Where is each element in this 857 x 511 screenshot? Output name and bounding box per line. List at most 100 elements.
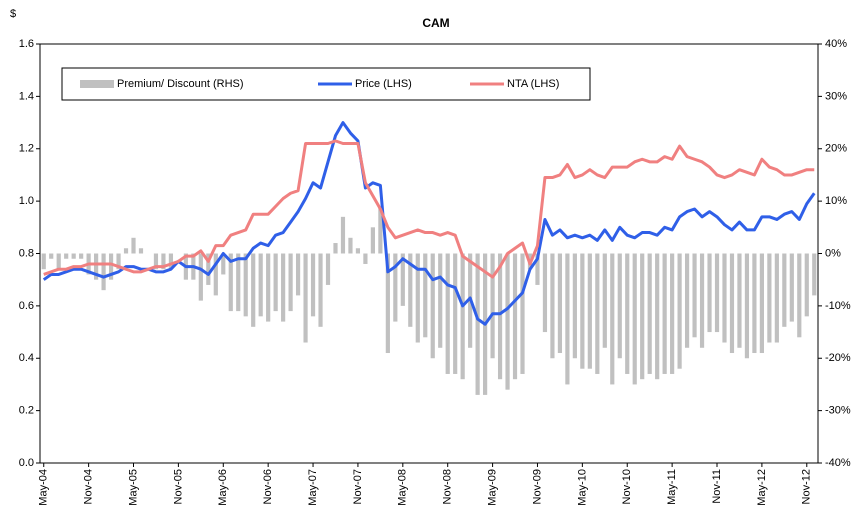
bar	[729, 253, 735, 354]
bar	[101, 253, 106, 291]
bar	[108, 253, 114, 280]
bar	[744, 253, 750, 359]
x-tick-label: Nov-08	[442, 469, 454, 504]
y-tick-label: 0.0	[19, 457, 34, 469]
legend-label: NTA (LHS)	[507, 78, 559, 90]
bar	[318, 253, 323, 327]
y2-tick-label: 30%	[825, 90, 847, 102]
bar	[123, 248, 129, 254]
bar	[56, 253, 61, 270]
bar	[94, 253, 99, 280]
bar	[752, 253, 757, 354]
y-tick-label: 0.2	[19, 405, 34, 417]
bar	[64, 253, 69, 259]
bar	[587, 253, 592, 369]
bar	[430, 253, 435, 359]
bar	[722, 253, 727, 343]
x-tick-label: Nov-07	[352, 469, 364, 504]
bar	[266, 253, 271, 322]
bar	[453, 253, 458, 374]
x-tick-label: Nov-12	[801, 469, 813, 504]
bar	[640, 253, 645, 380]
bar	[707, 253, 712, 333]
bar	[595, 253, 600, 374]
bar	[138, 248, 144, 254]
bar	[310, 253, 316, 317]
bar	[288, 253, 293, 312]
bar	[49, 253, 54, 259]
bar	[512, 253, 518, 380]
bar	[557, 253, 563, 354]
bar	[131, 237, 136, 254]
bar	[684, 253, 690, 348]
bar	[542, 253, 548, 333]
x-tick-label: Nov-04	[83, 469, 95, 504]
bar	[602, 253, 607, 348]
y2-tick-label: 0%	[825, 247, 841, 259]
bar	[550, 253, 555, 359]
bar	[677, 253, 682, 369]
bar	[198, 253, 203, 301]
bar	[243, 253, 248, 317]
bar	[520, 253, 525, 374]
bar	[71, 253, 76, 259]
bar	[774, 253, 779, 343]
bar	[370, 227, 375, 254]
legend-swatch	[80, 80, 114, 88]
y-tick-label: 1.0	[19, 195, 34, 207]
x-tick-label: May-08	[397, 469, 409, 506]
bar	[797, 253, 802, 338]
x-tick-label: May-06	[217, 469, 229, 506]
y-tick-label: 1.4	[19, 90, 34, 102]
y2-tick-label: 20%	[825, 143, 847, 155]
y2-tick-label: -10%	[825, 300, 851, 312]
bar	[767, 253, 772, 343]
bar	[565, 253, 570, 385]
bar	[714, 253, 720, 333]
legend-label: Price (LHS)	[355, 78, 412, 90]
bar	[281, 253, 286, 322]
bar	[460, 253, 465, 380]
x-tick-label: May-11	[666, 469, 678, 505]
y-axis-label: $	[10, 8, 16, 20]
bar	[378, 206, 383, 254]
bar	[385, 253, 390, 354]
x-tick-label: May-05	[127, 469, 139, 506]
bar	[625, 253, 630, 374]
bar	[400, 253, 405, 306]
bar	[789, 253, 794, 322]
bar	[655, 253, 660, 380]
bar	[116, 253, 121, 270]
x-tick-label: May-09	[486, 469, 498, 506]
y2-tick-label: -40%	[825, 457, 851, 469]
bar	[632, 253, 637, 385]
bar	[153, 253, 159, 270]
x-tick-label: May-10	[576, 469, 588, 506]
x-tick-label: Nov-06	[262, 469, 274, 504]
bar	[647, 253, 652, 374]
bar	[348, 237, 353, 254]
bar	[295, 253, 301, 296]
bar	[617, 253, 622, 359]
bar	[303, 253, 308, 343]
bar	[228, 253, 233, 312]
bar	[221, 253, 226, 275]
bar	[610, 253, 615, 385]
bar	[251, 253, 256, 327]
y-tick-label: 1.6	[19, 38, 34, 50]
y-tick-label: 0.8	[19, 247, 34, 259]
bar	[415, 253, 420, 343]
bar	[490, 253, 495, 359]
chart-title: CAM	[422, 16, 449, 30]
bar	[497, 253, 503, 380]
bar	[662, 253, 667, 374]
y-tick-label: 0.4	[19, 352, 34, 364]
line-series	[43, 139, 815, 279]
x-tick-label: Nov-11	[711, 469, 723, 504]
bar	[699, 253, 705, 348]
line-series	[42, 121, 816, 326]
bar	[168, 253, 174, 270]
bar	[438, 253, 443, 348]
bar	[363, 253, 368, 264]
